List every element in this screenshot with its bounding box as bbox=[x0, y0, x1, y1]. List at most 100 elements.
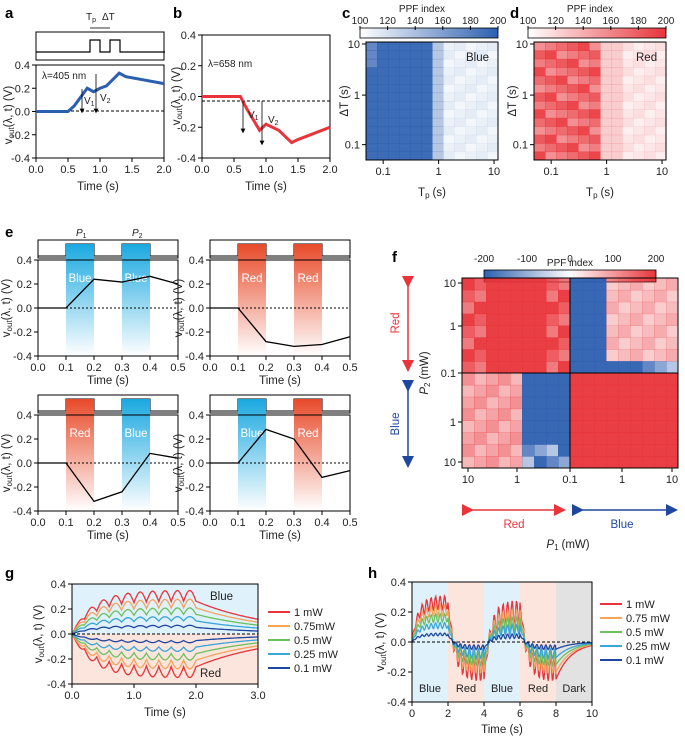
xlabel-e: Time (s) bbox=[259, 375, 301, 387]
heatmap-cell bbox=[655, 84, 667, 94]
heatmap-cell bbox=[654, 420, 667, 433]
xlabel-e: Time (s) bbox=[87, 375, 129, 387]
heatmap-cell bbox=[534, 126, 546, 136]
heatmap-cell bbox=[498, 373, 511, 386]
region-label: Blue bbox=[491, 683, 513, 695]
heatmap-cell bbox=[666, 456, 679, 469]
x-tick-label: 6 bbox=[517, 708, 523, 720]
ylabel-e: vout(λ, t) (V) bbox=[173, 434, 186, 493]
heatmap-cell bbox=[366, 151, 378, 161]
heatmap-cell bbox=[594, 444, 607, 457]
panel-label-d: d bbox=[510, 5, 519, 22]
x-tick-label: 1 bbox=[514, 474, 520, 486]
series-h bbox=[411, 593, 593, 681]
heatmap-cell bbox=[578, 50, 590, 60]
heatmap-cell bbox=[600, 75, 612, 85]
colorbar-ticks-f: -200 -100 0 100 200 bbox=[474, 254, 665, 265]
heatmap-cell bbox=[582, 361, 595, 374]
legend-label: 0.1 mW bbox=[294, 663, 333, 675]
y-tick-label: 10 bbox=[348, 39, 360, 51]
heatmap-cell bbox=[474, 301, 487, 315]
heatmap-cell bbox=[498, 432, 511, 445]
heatmap-cell bbox=[600, 101, 612, 110]
pulse-label: Red bbox=[297, 273, 318, 285]
pulse-waveform bbox=[38, 398, 178, 412]
heatmap-cell bbox=[570, 325, 583, 338]
axes-f: 10 1 0.1 1 10 10 1 0.1 1 10 bbox=[441, 278, 678, 486]
heatmap-cell bbox=[366, 50, 378, 60]
heatmap-cell bbox=[570, 432, 583, 445]
heatmap-cell bbox=[366, 92, 378, 102]
heatmap-cell bbox=[622, 75, 634, 85]
heatmap-cell bbox=[578, 42, 590, 51]
heatmap-cell bbox=[534, 325, 547, 338]
legend-label: 0.25 mW bbox=[294, 649, 339, 661]
ylabel-c: ΔT(s) bbox=[339, 85, 351, 116]
heatmap-cell bbox=[556, 143, 568, 153]
heatmap-cell bbox=[589, 134, 601, 144]
heatmap-cell bbox=[589, 109, 601, 119]
x-tick-label: 0.5 bbox=[342, 517, 357, 529]
x-tick-label: 3.0 bbox=[250, 690, 265, 702]
region-label-blue-g: Blue bbox=[210, 591, 233, 603]
x-tick-label: 0.1 bbox=[230, 517, 245, 529]
heatmap-cell bbox=[510, 444, 523, 457]
heatmap-cell bbox=[399, 126, 411, 136]
heatmap-cell bbox=[567, 101, 579, 110]
heatmap-cell bbox=[388, 117, 400, 127]
heatmap-cell bbox=[443, 75, 455, 85]
heatmap-cell bbox=[476, 134, 488, 144]
x-tick-label: 0.3 bbox=[286, 517, 301, 529]
heatmap-cell bbox=[377, 126, 389, 136]
series-line-b bbox=[202, 95, 331, 145]
heatmap-cell bbox=[545, 151, 557, 161]
heatmap-cell bbox=[644, 101, 656, 110]
series-line bbox=[38, 275, 179, 309]
series-line bbox=[71, 589, 259, 635]
heatmap-cell bbox=[486, 289, 499, 303]
heatmap-cell bbox=[410, 50, 422, 60]
heatmap-cell bbox=[462, 313, 475, 326]
heatmap-cell bbox=[633, 92, 645, 102]
heatmap-cell bbox=[666, 278, 679, 291]
heatmap-cell bbox=[594, 384, 607, 398]
heatmap-cell bbox=[655, 117, 667, 127]
heatmap-cell bbox=[582, 444, 595, 457]
x-tick-label: 0.1 bbox=[230, 362, 245, 374]
heatmap-cell bbox=[498, 337, 511, 350]
heatmap-cell bbox=[582, 337, 595, 350]
panel-a: Tp ΔT λ=405 nm V1 V2 0.0 0.5 1.0 1.5 2.00.40… bbox=[3, 12, 172, 193]
x-tick-label: 1 bbox=[604, 166, 610, 178]
heatmap-cell bbox=[474, 337, 487, 350]
heatmap-cell bbox=[578, 101, 590, 110]
heatmap-cell bbox=[410, 109, 422, 119]
pulse-waveform bbox=[210, 243, 350, 257]
subplot-e-4: Blue Red 0.0 0.1 0.2 0.3 0.4 0.5 0.4 0.2 0.0 -0.2 -0… bbox=[173, 394, 358, 542]
heatmap-cell bbox=[570, 301, 583, 315]
heatmap-cell bbox=[558, 289, 571, 303]
heatmap-cell bbox=[498, 349, 511, 362]
x-tick-label: 0.2 bbox=[258, 517, 273, 529]
heatmap-cell bbox=[618, 278, 631, 291]
heatmap-cell bbox=[556, 109, 568, 119]
heatmap-cell bbox=[510, 373, 523, 386]
heatmap-cell bbox=[421, 75, 433, 85]
colorbar-ticks-d: 100 120 140 160 180 200 bbox=[520, 16, 675, 30]
heatmap-cell bbox=[633, 109, 645, 119]
heatmap-cell bbox=[654, 349, 667, 362]
heatmap-cell bbox=[545, 92, 557, 102]
heatmap-cell bbox=[558, 444, 571, 457]
heatmap-cell bbox=[377, 117, 389, 127]
heatmap-cell bbox=[642, 349, 655, 362]
heatmap-cell bbox=[644, 126, 656, 136]
heatmap-cell bbox=[487, 92, 499, 102]
heatmap-cell bbox=[474, 349, 487, 362]
pulse-label: Blue bbox=[240, 428, 263, 440]
heatmap-cell bbox=[510, 396, 523, 410]
heatmap-cell bbox=[421, 117, 433, 127]
heatmap-cell bbox=[522, 456, 535, 469]
lambda-label-b: λ=658 nm bbox=[208, 59, 252, 70]
heatmap-cell bbox=[642, 313, 655, 326]
heatmap-cell bbox=[377, 84, 389, 94]
heatmap-cell bbox=[630, 384, 643, 398]
